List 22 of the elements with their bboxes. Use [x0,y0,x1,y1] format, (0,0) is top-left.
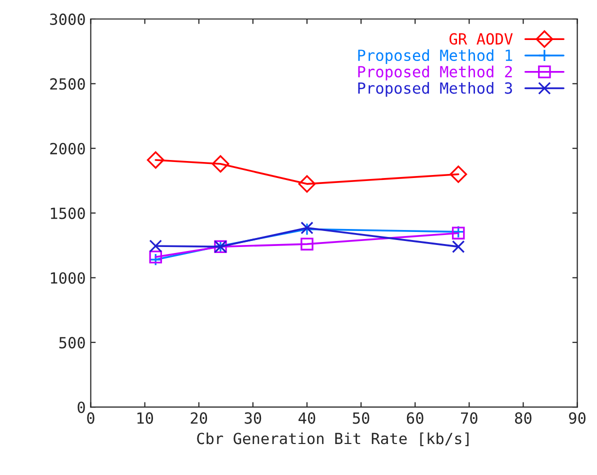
y-tick-label: 1500 [50,208,85,220]
y-tick-label: 2000 [50,142,85,154]
x-tick-label: 0 [87,412,94,424]
y-tick-label: 0 [78,402,85,414]
x-axis-title: Cbr Generation Bit Rate [kb/s] [197,432,469,446]
x-tick-label: 30 [244,412,262,424]
x-tick-label: 20 [190,412,208,424]
y-tick-label: 3000 [50,14,85,26]
x-tick-label: 40 [298,412,316,424]
x-tick-label: 90 [569,412,586,424]
y-tick-label: 500 [59,336,85,348]
x-tick-label: 60 [406,412,424,424]
x-tick-label: 10 [137,412,154,424]
legend-label: GR AODV [450,33,513,45]
y-tick-label: 1000 [50,272,85,284]
y-tick-label: 2500 [50,78,85,90]
legend-label: Proposed Method 1 [358,49,512,64]
legend-label: Proposed Method 2 [358,66,512,80]
legend-label: Proposed Method 3 [358,82,512,97]
x-tick-label: 50 [352,412,370,424]
x-tick-label: 70 [461,412,478,424]
x-tick-label: 80 [515,412,532,424]
